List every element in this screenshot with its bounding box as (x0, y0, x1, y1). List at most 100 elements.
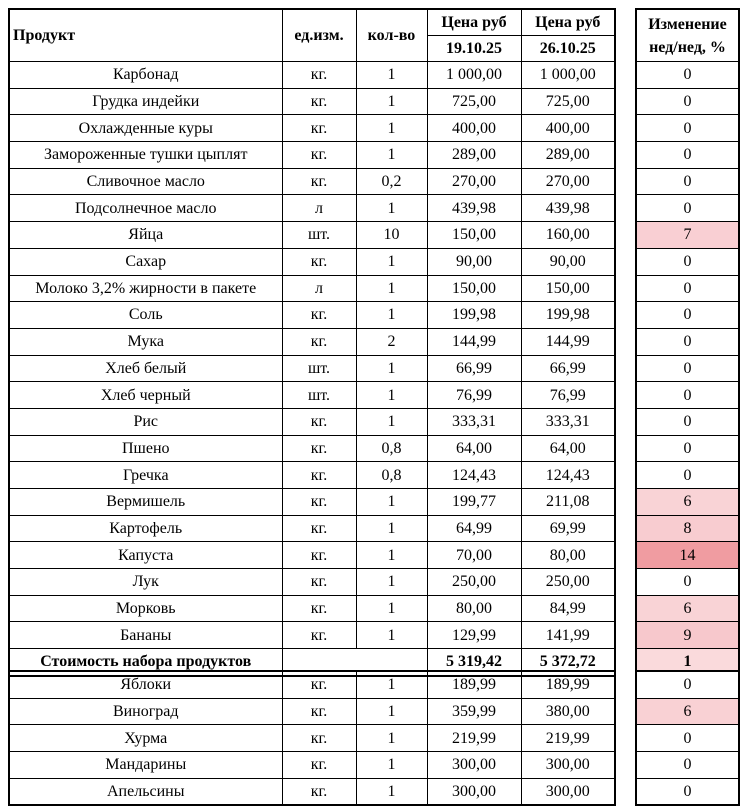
unit-cell: кг. (281, 61, 357, 89)
price-2-cell: 160,00 (520, 221, 616, 249)
change-cell: 0 (635, 141, 740, 169)
change-cell: 0 (635, 301, 740, 329)
unit-cell: кг. (281, 141, 357, 169)
table-row: Карбонад кг. 1 1 000,00 1 000,00 (8, 61, 616, 89)
price-2-cell: 219,99 (520, 724, 616, 753)
table-row: Морковь кг. 1 80,00 84,99 (8, 594, 616, 623)
table-row: Капуста кг. 1 70,00 80,00 (8, 541, 616, 570)
change-row: 6 (635, 594, 740, 623)
unit-cell: кг. (281, 301, 357, 329)
price-1-cell: 144,99 (426, 327, 522, 356)
qty-cell: 1 (355, 247, 428, 276)
table-row: Соль кг. 1 199,98 199,98 (8, 301, 616, 329)
product-cell: Охлажденные куры (8, 114, 283, 143)
change-cell: 14 (635, 541, 740, 570)
change-row: 0 (635, 327, 740, 356)
product-cell: Мука (8, 327, 283, 356)
unit-cell: кг. (281, 327, 357, 356)
price-2-cell: 124,43 (520, 461, 616, 489)
change-cell: 0 (635, 434, 740, 463)
price-1-cell: 219,99 (426, 724, 522, 753)
header-date-1: 19.10.25 (426, 35, 522, 62)
unit-cell: кг. (281, 621, 357, 650)
unit-cell: кг. (281, 541, 357, 570)
unit-cell: кг. (281, 568, 357, 596)
qty-cell: 1 (355, 777, 428, 806)
change-row: 0 (635, 87, 740, 116)
price-1-cell: 300,00 (426, 777, 522, 806)
qty-cell: 1 (355, 670, 428, 699)
change-row: 0 (635, 301, 740, 329)
change-row: 8 (635, 514, 740, 543)
price-2-cell: 250,00 (520, 568, 616, 596)
change-row: 14 (635, 541, 740, 570)
price-1-cell: 64,99 (426, 514, 522, 543)
qty-cell: 0,8 (355, 461, 428, 489)
product-cell: Капуста (8, 541, 283, 570)
header-unit: ед.изм. (281, 8, 357, 62)
price-2-cell: 270,00 (520, 167, 616, 196)
price-1-cell: 199,98 (426, 301, 522, 329)
change-cell: 0 (635, 407, 740, 436)
unit-cell: кг. (281, 777, 357, 806)
product-cell: Грудка индейки (8, 87, 283, 116)
price-1-cell: 129,99 (426, 621, 522, 650)
unit-cell: кг. (281, 751, 357, 779)
price-1-cell: 124,43 (426, 461, 522, 489)
change-cell: 0 (635, 87, 740, 116)
change-row: 7 (635, 221, 740, 249)
price-2-cell: 725,00 (520, 87, 616, 116)
price-2-cell: 300,00 (520, 751, 616, 779)
unit-cell: л (281, 274, 357, 303)
qty-cell: 1 (355, 301, 428, 329)
qty-cell: 1 (355, 514, 428, 543)
price-1-cell: 300,00 (426, 751, 522, 779)
change-cell: 0 (635, 381, 740, 409)
header-change-line-2: нед/нед, % (649, 38, 726, 56)
change-row: 6 (635, 488, 740, 516)
unit-cell: кг. (281, 247, 357, 276)
unit-cell: кг. (281, 114, 357, 143)
price-1-cell: 400,00 (426, 114, 522, 143)
price-1-cell: 250,00 (426, 568, 522, 596)
price-2-cell: 199,98 (520, 301, 616, 329)
product-cell: Картофель (8, 514, 283, 543)
product-cell: Мандарины (8, 751, 283, 779)
unit-cell: шт. (281, 221, 357, 249)
table-row: Яйца шт. 10 150,00 160,00 (8, 221, 616, 249)
product-cell: Замороженные тушки цыплят (8, 141, 283, 169)
price-2-cell: 84,99 (520, 594, 616, 623)
product-cell: Гречка (8, 461, 283, 489)
price-1-cell: 333,31 (426, 407, 522, 436)
qty-cell: 1 (355, 724, 428, 753)
price-2-cell: 439,98 (520, 194, 616, 223)
price-1-cell: 90,00 (426, 247, 522, 276)
table-row: Замороженные тушки цыплят кг. 1 289,00 289,0… (8, 141, 616, 169)
price-1-cell: 1 000,00 (426, 61, 522, 89)
change-row: 9 (635, 621, 740, 650)
product-cell: Виноград (8, 697, 283, 726)
change-cell: 0 (635, 461, 740, 489)
change-cell: 0 (635, 61, 740, 89)
price-2-cell: 64,00 (520, 434, 616, 463)
table-row: Грудка индейки кг. 1 725,00 725,00 (8, 87, 616, 116)
product-cell: Сливочное масло (8, 167, 283, 196)
unit-cell: кг. (281, 514, 357, 543)
table-row: Хлеб черный шт. 1 76,99 76,99 (8, 381, 616, 409)
table-row: Гречка кг. 0,8 124,43 124,43 (8, 461, 616, 489)
price-2-cell: 141,99 (520, 621, 616, 650)
price-2-cell: 144,99 (520, 327, 616, 356)
change-cell: 0 (635, 327, 740, 356)
table-row: Мука кг. 2 144,99 144,99 (8, 327, 616, 356)
table-row: Апельсины кг. 1 300,00 300,00 (8, 777, 616, 806)
header-product: Продукт (8, 8, 283, 62)
qty-cell: 1 (355, 141, 428, 169)
change-cell: 6 (635, 697, 740, 726)
qty-cell: 0,2 (355, 167, 428, 196)
product-cell: Лук (8, 568, 283, 596)
price-1-cell: 70,00 (426, 541, 522, 570)
product-cell: Карбонад (8, 61, 283, 89)
price-2-cell: 289,00 (520, 141, 616, 169)
change-row: 0 (635, 434, 740, 463)
change-row: 0 (635, 354, 740, 383)
